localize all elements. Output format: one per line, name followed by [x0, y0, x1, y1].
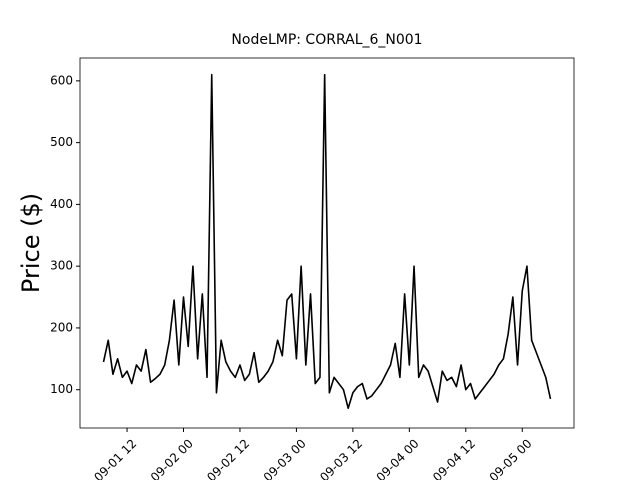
x-tick-label: 09-04 12	[430, 436, 478, 480]
x-tick-label: 09-03 00	[261, 436, 309, 480]
plot-frame	[79, 57, 575, 429]
y-tick-label: 600	[50, 73, 73, 87]
x-tick-label: 09-03 12	[317, 436, 365, 480]
y-tick-label: 400	[50, 197, 73, 211]
y-tick-label: 300	[50, 259, 73, 273]
x-tick-label: 09-01 12	[91, 436, 139, 480]
x-tick-label: 09-04 00	[374, 436, 422, 480]
price-line	[102, 73, 552, 410]
y-tick-label: 500	[50, 135, 73, 149]
y-tick-label: 200	[50, 320, 73, 334]
x-tick-label: 09-02 12	[204, 436, 252, 480]
y-tick-label: 100	[50, 382, 73, 396]
x-tick-label: 09-02 00	[148, 436, 196, 480]
y-axis-label: Price ($)	[17, 193, 45, 293]
x-tick-label: 09-05 00	[487, 436, 535, 480]
chart-title: NodeLMP: CORRAL_6_N001	[231, 32, 422, 48]
